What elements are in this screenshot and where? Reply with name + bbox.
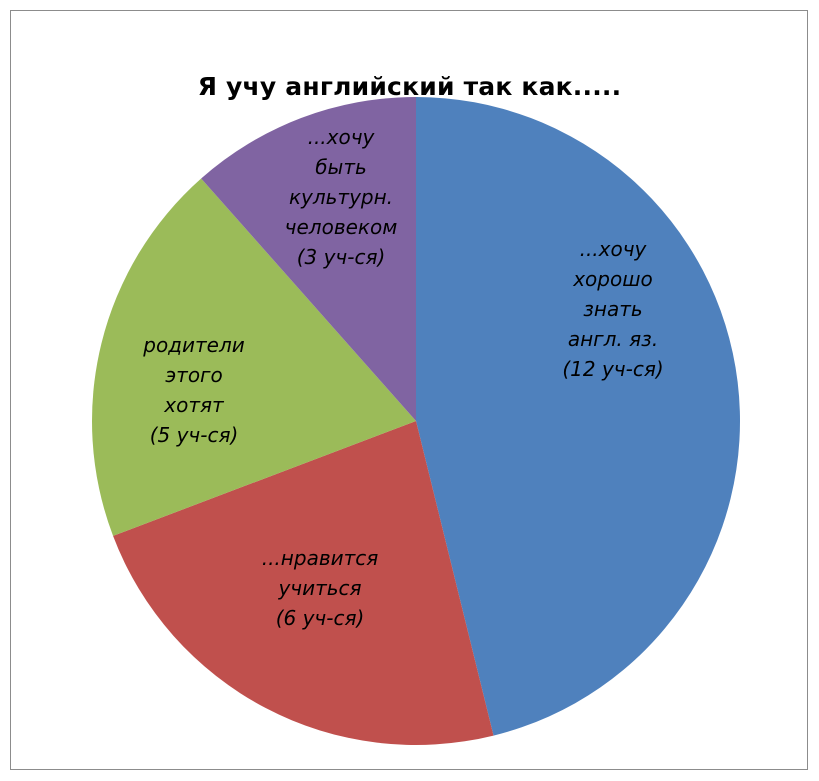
slice-label-line: англ. яз. [568,327,658,351]
slice-label-line: (6 уч-ся) [276,606,365,630]
slice-label-line: человеком [285,215,398,239]
pie-slice-1 [416,97,740,736]
slice-label-1: ...хочу хорошо знать англ. яз. (12 уч-ся) [562,237,663,381]
slice-label-line: ...хочу [580,237,648,261]
slice-label-line: (12 уч-ся) [562,357,663,381]
slice-label-line: знать [583,297,642,321]
pie-slice-4 [201,97,416,421]
slice-label-line: учиться [277,576,361,600]
pie-slice-3 [91,178,416,536]
slice-label-2: ...нравится учиться (6 уч-ся) [262,546,379,630]
slice-label-line: (5 уч-ся) [150,423,239,447]
slice-label-line: (3 уч-ся) [297,245,386,269]
slice-label-4: ...хочу быть культурн. человеком (3 уч-ся) [285,125,398,269]
slice-label-line: культурн. [289,185,393,209]
slice-label-line: хорошо [572,267,653,291]
slice-label-line: хотят [163,393,225,417]
chart-title: Я учу английский так как..... [197,72,622,101]
slice-label-3: родители этого хотят (5 уч-ся) [142,333,245,447]
slice-label-line: ...нравится [262,546,379,570]
slice-label-line: быть [315,155,367,179]
slice-label-line: ...хочу [308,125,376,149]
slice-label-line: этого [165,363,223,387]
pie-slice-2 [113,421,494,745]
slice-label-line: родители [142,333,245,357]
